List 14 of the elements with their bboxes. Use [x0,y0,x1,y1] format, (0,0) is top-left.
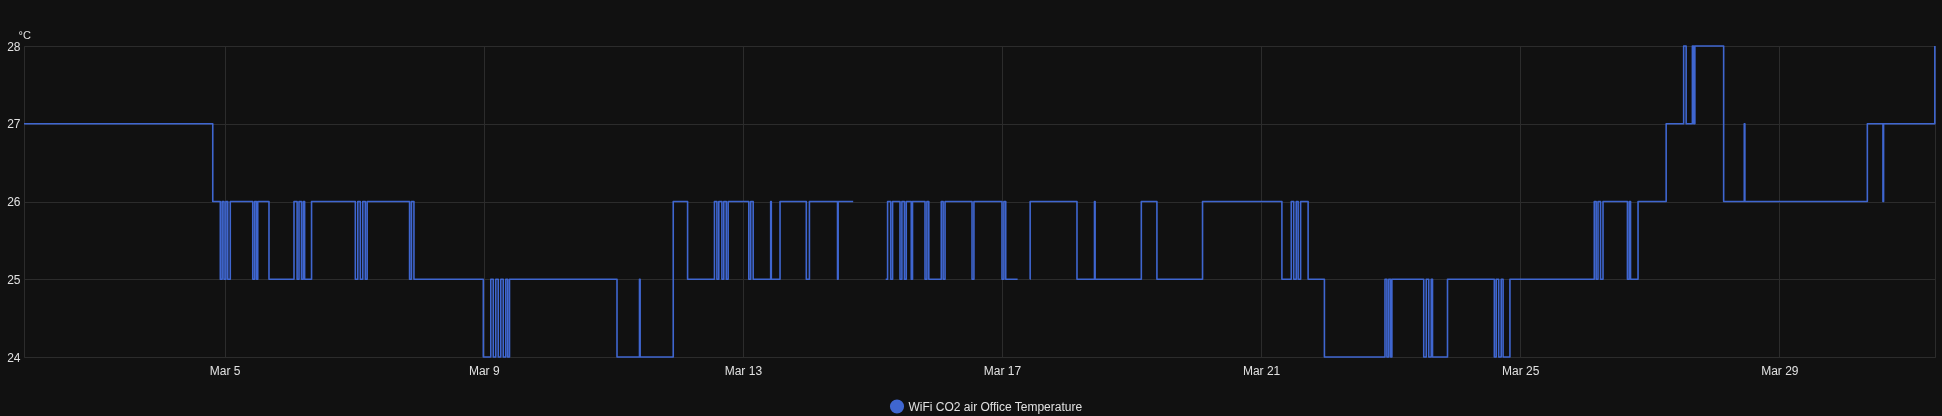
x-tick-label: Mar 17 [983,363,1022,378]
x-tick-label: Mar 21 [1242,363,1281,378]
y-tick-label: 25 [7,272,21,287]
y-tick-label: 26 [7,195,21,209]
y-tick-label: 24 [7,350,21,365]
x-tick-label: Mar 13 [724,363,763,378]
y-tick-label: 27 [7,117,21,132]
x-tick-label: Mar 9 [468,363,500,378]
y-axis-title: °C [18,28,31,41]
legend-label: WiFi CO2 air Office Temperature [908,399,1083,414]
x-tick-label: Mar 25 [1502,363,1540,378]
x-tick-label: Mar 5 [209,363,241,378]
x-tick-label: Mar 29 [1761,363,1799,378]
y-tick-label: 28 [7,39,21,54]
